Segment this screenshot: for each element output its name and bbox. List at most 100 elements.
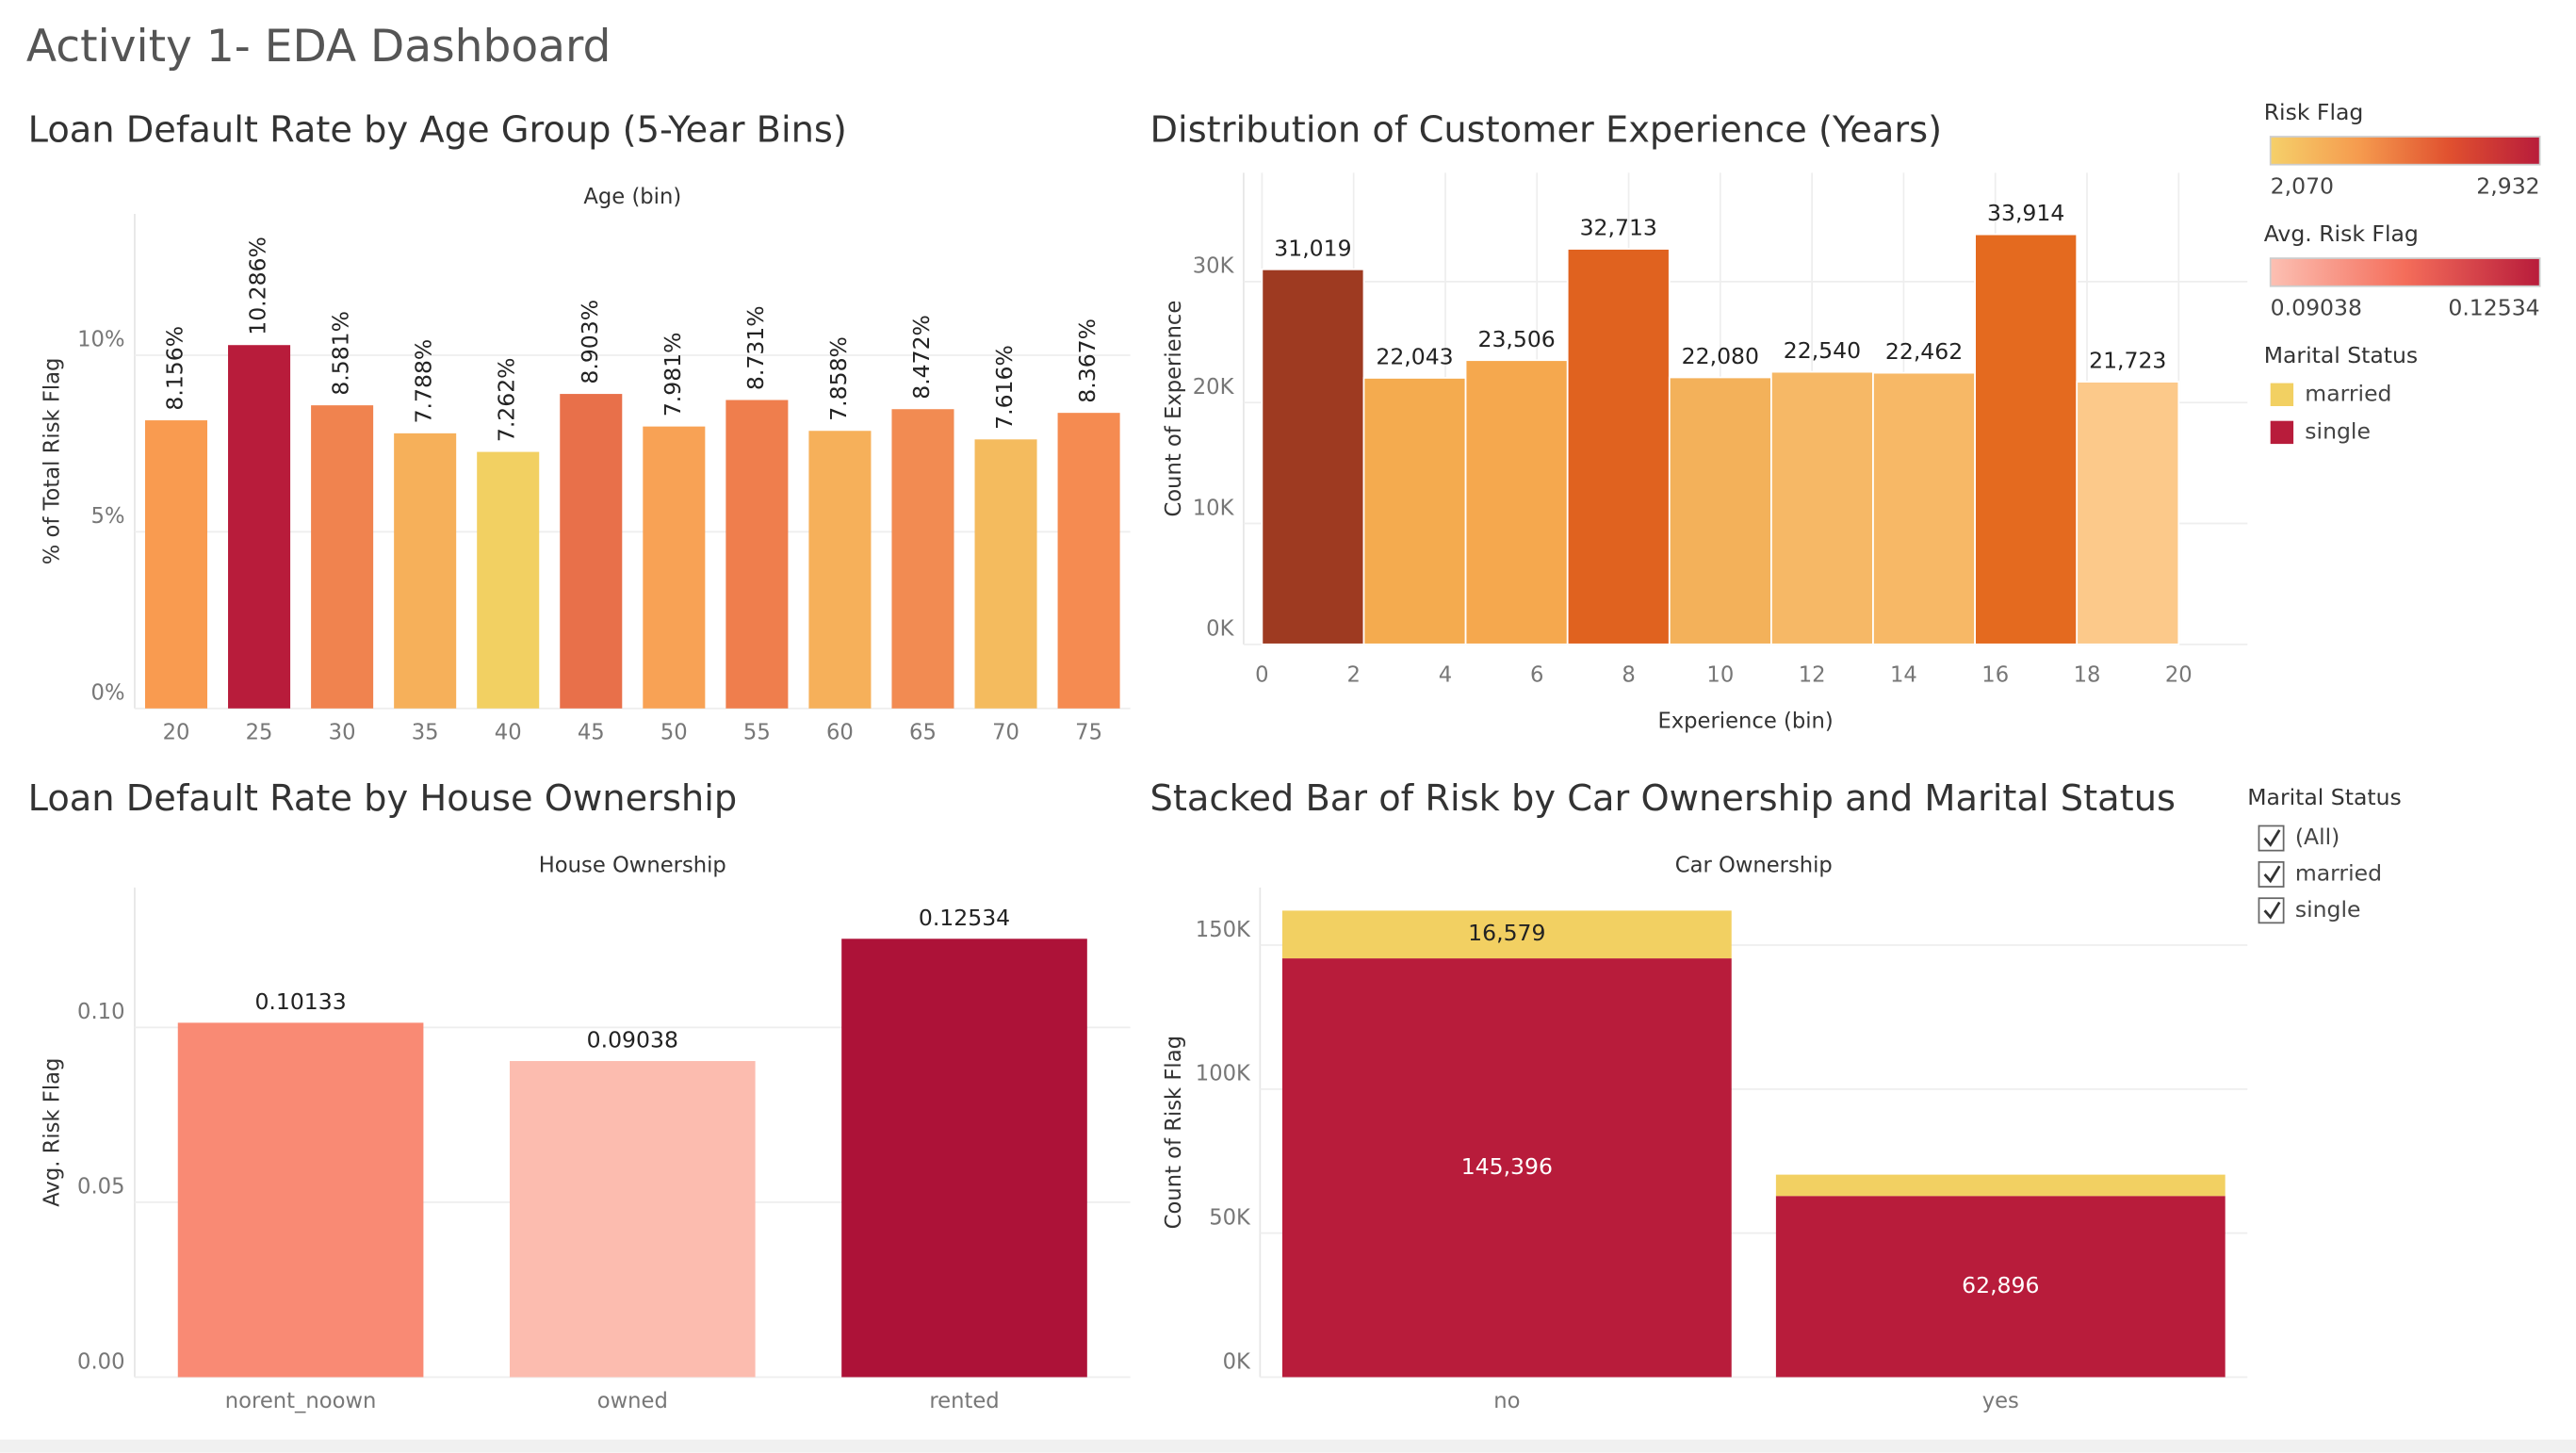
bar-segment — [1775, 1196, 2225, 1378]
y-tick-label: 30K — [1193, 254, 1235, 279]
value-label: 21,723 — [2089, 348, 2166, 374]
y-axis-label: Count of Experience — [1162, 301, 1186, 517]
x-axis-label: Age (bin) — [583, 185, 681, 209]
value-label: 7.788% — [411, 339, 437, 424]
x-tick-label: 8 — [1622, 662, 1635, 687]
histogram-bar — [1668, 376, 1772, 645]
x-tick-label: 45 — [578, 720, 605, 744]
x-tick-label: 6 — [1530, 662, 1543, 687]
x-tick-label: 18 — [2074, 662, 2101, 687]
histogram-bar — [1770, 370, 1874, 645]
bar — [891, 409, 954, 709]
filter-checkbox[interactable] — [2258, 860, 2285, 888]
x-tick-label: 14 — [1890, 662, 1917, 687]
histogram-bar — [1362, 377, 1467, 645]
y-tick-label: 10K — [1193, 496, 1235, 520]
x-tick-label: 20 — [163, 720, 190, 744]
legend-swatch — [2270, 420, 2294, 445]
value-label: 7.981% — [660, 332, 686, 416]
value-label: 8.472% — [908, 315, 935, 400]
legend-label: married — [2305, 380, 2391, 406]
y-tick-label: 5% — [91, 504, 125, 529]
x-tick-label: 75 — [1075, 720, 1102, 744]
x-tick-label: 2 — [1346, 662, 1360, 687]
y-tick-label: 0% — [91, 681, 125, 706]
y-tick-label: 50K — [1209, 1205, 1251, 1230]
value-label: 7.616% — [991, 345, 1018, 430]
value-label: 0.12534 — [919, 905, 1010, 931]
y-tick-label: 0K — [1223, 1349, 1251, 1374]
y-tick-label: 0.10 — [77, 1000, 124, 1024]
filter-title: Marital Status — [2247, 784, 2401, 810]
filter-checkbox[interactable] — [2258, 897, 2285, 924]
legend-title: Marital Status — [2264, 342, 2418, 368]
filter-option[interactable]: married — [2295, 859, 2382, 886]
check-mark — [2263, 865, 2281, 884]
x-tick-label: 30 — [329, 720, 356, 744]
y-tick-label: 0K — [1206, 617, 1234, 642]
legend-min: 2,070 — [2271, 173, 2334, 200]
histogram-bar — [2076, 381, 2180, 645]
value-label: 0.10133 — [254, 988, 346, 1015]
bar — [477, 451, 540, 709]
bar — [643, 426, 706, 709]
bar-segment — [1281, 910, 1732, 959]
legend-title: Risk Flag — [2264, 99, 2364, 125]
y-tick-label: 150K — [1196, 918, 1251, 942]
bar — [841, 939, 1087, 1378]
value-label: 22,462 — [1885, 338, 1963, 365]
y-tick-label: 0.05 — [77, 1175, 124, 1200]
bar — [560, 394, 623, 709]
histogram-bar — [1566, 248, 1671, 645]
x-tick-label: 35 — [412, 720, 439, 744]
x-axis-label: House Ownership — [539, 854, 726, 878]
bar — [228, 345, 291, 709]
legend-swatch — [2270, 383, 2294, 406]
y-axis-label: % of Total Risk Flag — [40, 358, 64, 565]
x-tick-label: no — [1493, 1389, 1520, 1413]
histogram-bar — [1872, 371, 1976, 645]
y-axis-label: Avg. Risk Flag — [40, 1058, 64, 1207]
value-label: 8.156% — [162, 326, 188, 411]
chart-title: Loan Default Rate by House Ownership — [28, 777, 738, 820]
bar — [509, 1061, 756, 1378]
value-label: 7.262% — [494, 357, 520, 442]
x-tick-label: 20 — [2165, 662, 2193, 687]
x-tick-label: 65 — [909, 720, 937, 744]
bar — [394, 433, 457, 709]
bar — [177, 1022, 424, 1378]
x-tick-label: 16 — [1981, 662, 2009, 687]
bar — [144, 420, 208, 709]
x-tick-label: 70 — [992, 720, 1019, 744]
y-tick-label: 0.00 — [77, 1349, 124, 1374]
value-label: 10.286% — [245, 237, 271, 335]
chart-title: Distribution of Customer Experience (Yea… — [1150, 108, 1943, 151]
x-tick-label: 4 — [1439, 662, 1452, 687]
x-tick-label: 40 — [495, 720, 522, 744]
bar — [808, 431, 872, 709]
value-label: 8.581% — [328, 311, 354, 396]
x-tick-label: 0 — [1255, 662, 1268, 687]
bar — [726, 400, 789, 709]
value-label: 32,713 — [1580, 215, 1657, 241]
x-tick-label: 25 — [246, 720, 273, 744]
legend-gradient — [2269, 136, 2541, 166]
filter-option[interactable]: (All) — [2295, 824, 2340, 850]
y-tick-label: 10% — [77, 328, 124, 352]
value-label: 0.09038 — [587, 1027, 678, 1053]
filter-checkbox[interactable] — [2258, 824, 2285, 852]
value-label: 8.731% — [742, 305, 769, 390]
x-tick-label: yes — [1982, 1389, 2019, 1413]
x-tick-label: 12 — [1799, 662, 1826, 687]
histogram-bar — [1261, 268, 1365, 645]
x-tick-label: 60 — [826, 720, 854, 744]
dashboard-title: Activity 1- EDA Dashboard — [26, 21, 611, 73]
legend-min: 0.09038 — [2271, 295, 2362, 321]
histogram-bar — [1464, 359, 1569, 645]
y-tick-label: 20K — [1193, 375, 1235, 400]
bar — [974, 439, 1037, 709]
filter-option[interactable]: single — [2295, 896, 2361, 922]
y-tick-label: 100K — [1196, 1062, 1251, 1086]
x-axis-label: Experience (bin) — [1657, 709, 1833, 733]
